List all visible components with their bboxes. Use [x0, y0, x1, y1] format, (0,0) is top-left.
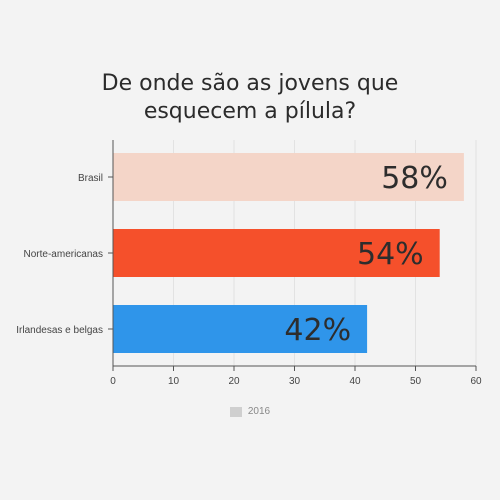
- bar-2: [113, 305, 368, 353]
- category-label-2: Irlandesas e belgas: [16, 325, 103, 336]
- category-label-1: Norte-americanas: [24, 249, 103, 260]
- category-label-0: Brasil: [78, 173, 103, 184]
- x-tick-label-2: 20: [228, 376, 240, 387]
- x-tick-label-4: 40: [349, 376, 361, 387]
- chart-title-line-1: De onde são as jovens que: [101, 71, 399, 96]
- bar-0: [113, 153, 464, 201]
- data-label-0: 58%: [381, 161, 448, 196]
- bar-1: [113, 229, 440, 277]
- chart-title: De onde são as jovens que esquecem a píl…: [0, 70, 500, 126]
- data-label-2: 42%: [284, 313, 351, 348]
- legend-swatch: [229, 406, 242, 417]
- x-tick-label-0: 0: [110, 376, 116, 387]
- x-tick-label-5: 50: [410, 376, 422, 387]
- data-label-1: 54%: [357, 237, 424, 272]
- chart-title-line-2: esquecem a pílula?: [143, 99, 357, 124]
- x-tick-label-3: 30: [289, 376, 301, 387]
- x-tick-label-1: 10: [168, 376, 180, 387]
- x-tick-label-6: 60: [470, 376, 482, 387]
- legend-label: 2016: [247, 406, 271, 417]
- legend[interactable]: 2016: [0, 406, 500, 417]
